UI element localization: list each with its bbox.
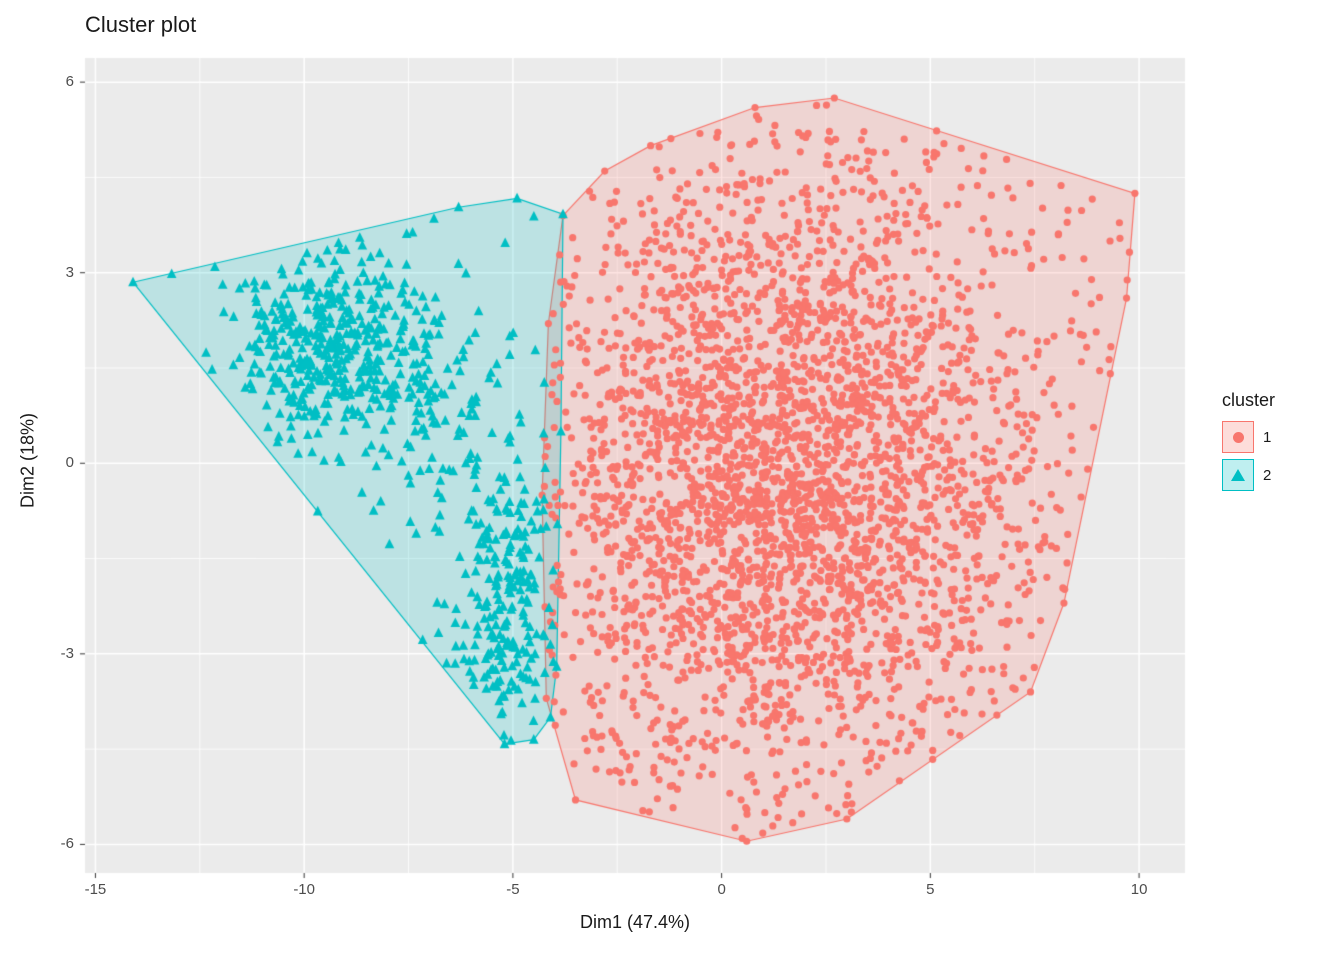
y-tick-label: -6 bbox=[60, 835, 74, 853]
triangle-marker-icon bbox=[1231, 469, 1245, 481]
x-tick-label: 0 bbox=[717, 881, 726, 898]
legend-item-cluster-2: 2 bbox=[1222, 459, 1275, 491]
x-tick-label: -15 bbox=[84, 881, 107, 898]
x-tick-label: 10 bbox=[1130, 881, 1148, 898]
y-tick-label: 3 bbox=[65, 263, 74, 281]
y-axis-title: Dim2 (18%) bbox=[17, 412, 38, 509]
legend-key-cluster-2-swatch bbox=[1222, 459, 1254, 491]
legend-title: cluster bbox=[1222, 390, 1276, 410]
legend-item-cluster-1: 1 bbox=[1222, 421, 1275, 453]
y-tick-label: 6 bbox=[65, 73, 74, 91]
x-axis-title: Dim1 (47.4%) bbox=[579, 912, 691, 932]
x-tick-label: -10 bbox=[293, 881, 315, 898]
legend-key-cluster-1-swatch bbox=[1222, 421, 1254, 453]
legend: cluster 1 2 bbox=[1222, 390, 1275, 497]
legend-label-cluster-2: 2 bbox=[1263, 466, 1272, 484]
y-tick-label: 0 bbox=[65, 454, 74, 472]
legend-label-cluster-1: 1 bbox=[1263, 428, 1272, 446]
x-tick-label: -5 bbox=[506, 881, 520, 898]
chart-title: Cluster plot bbox=[85, 12, 197, 37]
y-tick-label: -3 bbox=[60, 644, 74, 662]
circle-marker-icon bbox=[1232, 431, 1244, 443]
x-tick-label: 5 bbox=[926, 881, 935, 898]
